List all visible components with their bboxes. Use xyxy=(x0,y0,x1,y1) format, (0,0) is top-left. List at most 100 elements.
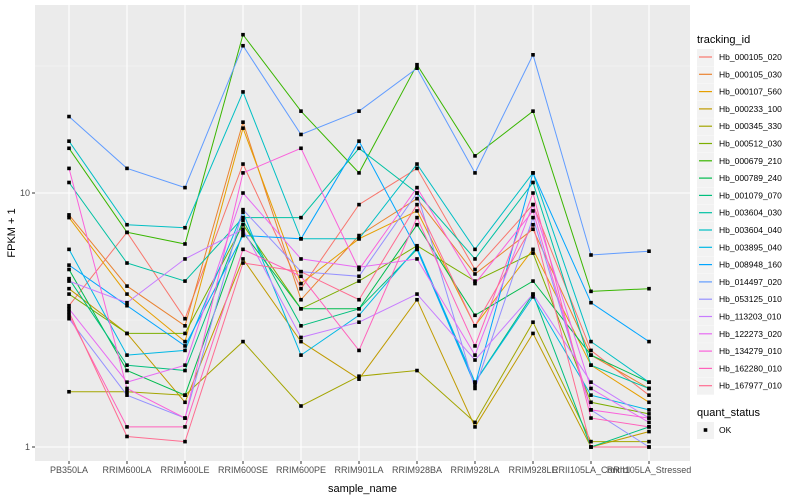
data-point xyxy=(183,339,187,344)
data-point xyxy=(299,281,303,286)
legend-label: Hb_001079_070 xyxy=(719,190,782,200)
data-point xyxy=(415,162,419,166)
legend-item: Hb_003604_030 xyxy=(697,204,782,222)
data-point xyxy=(531,320,535,324)
data-point xyxy=(415,292,419,296)
data-point xyxy=(125,380,129,384)
x-axis: PB350LA RRIM600LA RRIM600LE RRIM600SE RRIM60… xyxy=(50,461,691,475)
data-point xyxy=(125,353,129,357)
data-point xyxy=(415,209,419,213)
data-point xyxy=(67,307,71,311)
legend-item: Hb_000233_100 xyxy=(697,100,782,118)
data-point xyxy=(415,247,419,252)
data-point xyxy=(299,237,303,241)
data-point xyxy=(531,251,535,255)
x-tick-label: RRIM600SE xyxy=(218,465,268,475)
data-point xyxy=(357,265,361,270)
data-point xyxy=(589,386,593,391)
data-point xyxy=(241,126,245,130)
data-point xyxy=(241,207,245,212)
data-point xyxy=(473,425,477,429)
x-tick-label: RRIM600LE xyxy=(160,465,209,475)
data-point xyxy=(183,185,187,190)
data-point xyxy=(647,420,651,425)
x-tick-label: RRIM901LA xyxy=(334,465,383,475)
data-point xyxy=(183,400,187,405)
data-point xyxy=(647,339,651,344)
legend-label: Hb_000107_560 xyxy=(719,87,782,97)
data-point xyxy=(67,267,71,272)
data-point xyxy=(473,380,477,384)
data-point xyxy=(241,215,245,220)
data-point xyxy=(125,434,129,439)
legend-label: Hb_134279_010 xyxy=(719,346,782,356)
data-point xyxy=(299,132,303,137)
data-point xyxy=(241,230,245,235)
legend-label: Hb_000789_240 xyxy=(719,173,782,183)
data-point xyxy=(531,191,535,195)
data-point xyxy=(241,218,245,223)
x-tick-label: RRII105LA_Control xyxy=(552,465,630,475)
x-tick-label: RRIM600PE xyxy=(276,465,326,475)
data-point xyxy=(67,303,71,308)
data-point xyxy=(299,324,303,328)
data-point xyxy=(299,297,303,302)
data-point xyxy=(647,429,651,434)
data-point xyxy=(647,286,651,291)
data-point xyxy=(357,377,361,381)
legend-title-tracking-id: tracking_id xyxy=(697,34,750,46)
data-point xyxy=(415,222,419,227)
data-point xyxy=(473,358,477,362)
data-point xyxy=(589,400,593,405)
x-axis-title: sample_name xyxy=(328,483,397,495)
data-point xyxy=(647,393,651,397)
x-tick-label: RRIM928LE xyxy=(508,465,557,475)
data-point xyxy=(241,222,245,227)
legend-item: Hb_000345_330 xyxy=(697,118,782,136)
data-point xyxy=(531,180,535,185)
data-point xyxy=(473,154,477,158)
data-point xyxy=(299,215,303,220)
data-point xyxy=(299,404,303,408)
data-point xyxy=(67,286,71,291)
data-point xyxy=(357,237,361,241)
data-point xyxy=(67,146,71,151)
legend-shape-item: OK xyxy=(697,422,732,439)
data-point xyxy=(473,267,477,272)
data-point xyxy=(473,383,477,388)
data-point xyxy=(299,274,303,279)
data-point xyxy=(183,242,187,246)
data-point xyxy=(241,257,245,261)
data-point xyxy=(357,139,361,143)
data-point xyxy=(125,393,129,397)
data-point xyxy=(473,420,477,425)
data-point xyxy=(183,439,187,444)
data-point xyxy=(67,247,71,252)
data-point xyxy=(531,109,535,113)
data-point xyxy=(183,425,187,429)
data-point xyxy=(67,276,71,281)
data-point xyxy=(589,439,593,444)
legend-item: Hb_113203_010 xyxy=(697,308,782,326)
data-point xyxy=(299,339,303,344)
data-point xyxy=(67,279,71,283)
legend-item: Hb_000512_030 xyxy=(697,135,782,153)
data-point xyxy=(183,316,187,321)
data-point xyxy=(125,389,129,394)
x-tick-label: RRIM928LA xyxy=(450,465,499,475)
data-point xyxy=(473,257,477,261)
data-point xyxy=(125,230,129,235)
data-point xyxy=(415,368,419,373)
data-point xyxy=(531,247,535,252)
data-point xyxy=(473,313,477,318)
legend-label: Hb_008948_160 xyxy=(719,260,782,270)
data-point xyxy=(531,53,535,57)
legend-item: Hb_134279_010 xyxy=(697,343,782,361)
data-point xyxy=(183,324,187,328)
data-point xyxy=(125,292,129,296)
legend-item: Hb_000679_210 xyxy=(697,152,782,170)
data-point xyxy=(67,292,71,296)
legend-point-icon xyxy=(703,428,708,432)
data-point xyxy=(473,344,477,348)
legend-item: Hb_122273_020 xyxy=(697,325,782,343)
